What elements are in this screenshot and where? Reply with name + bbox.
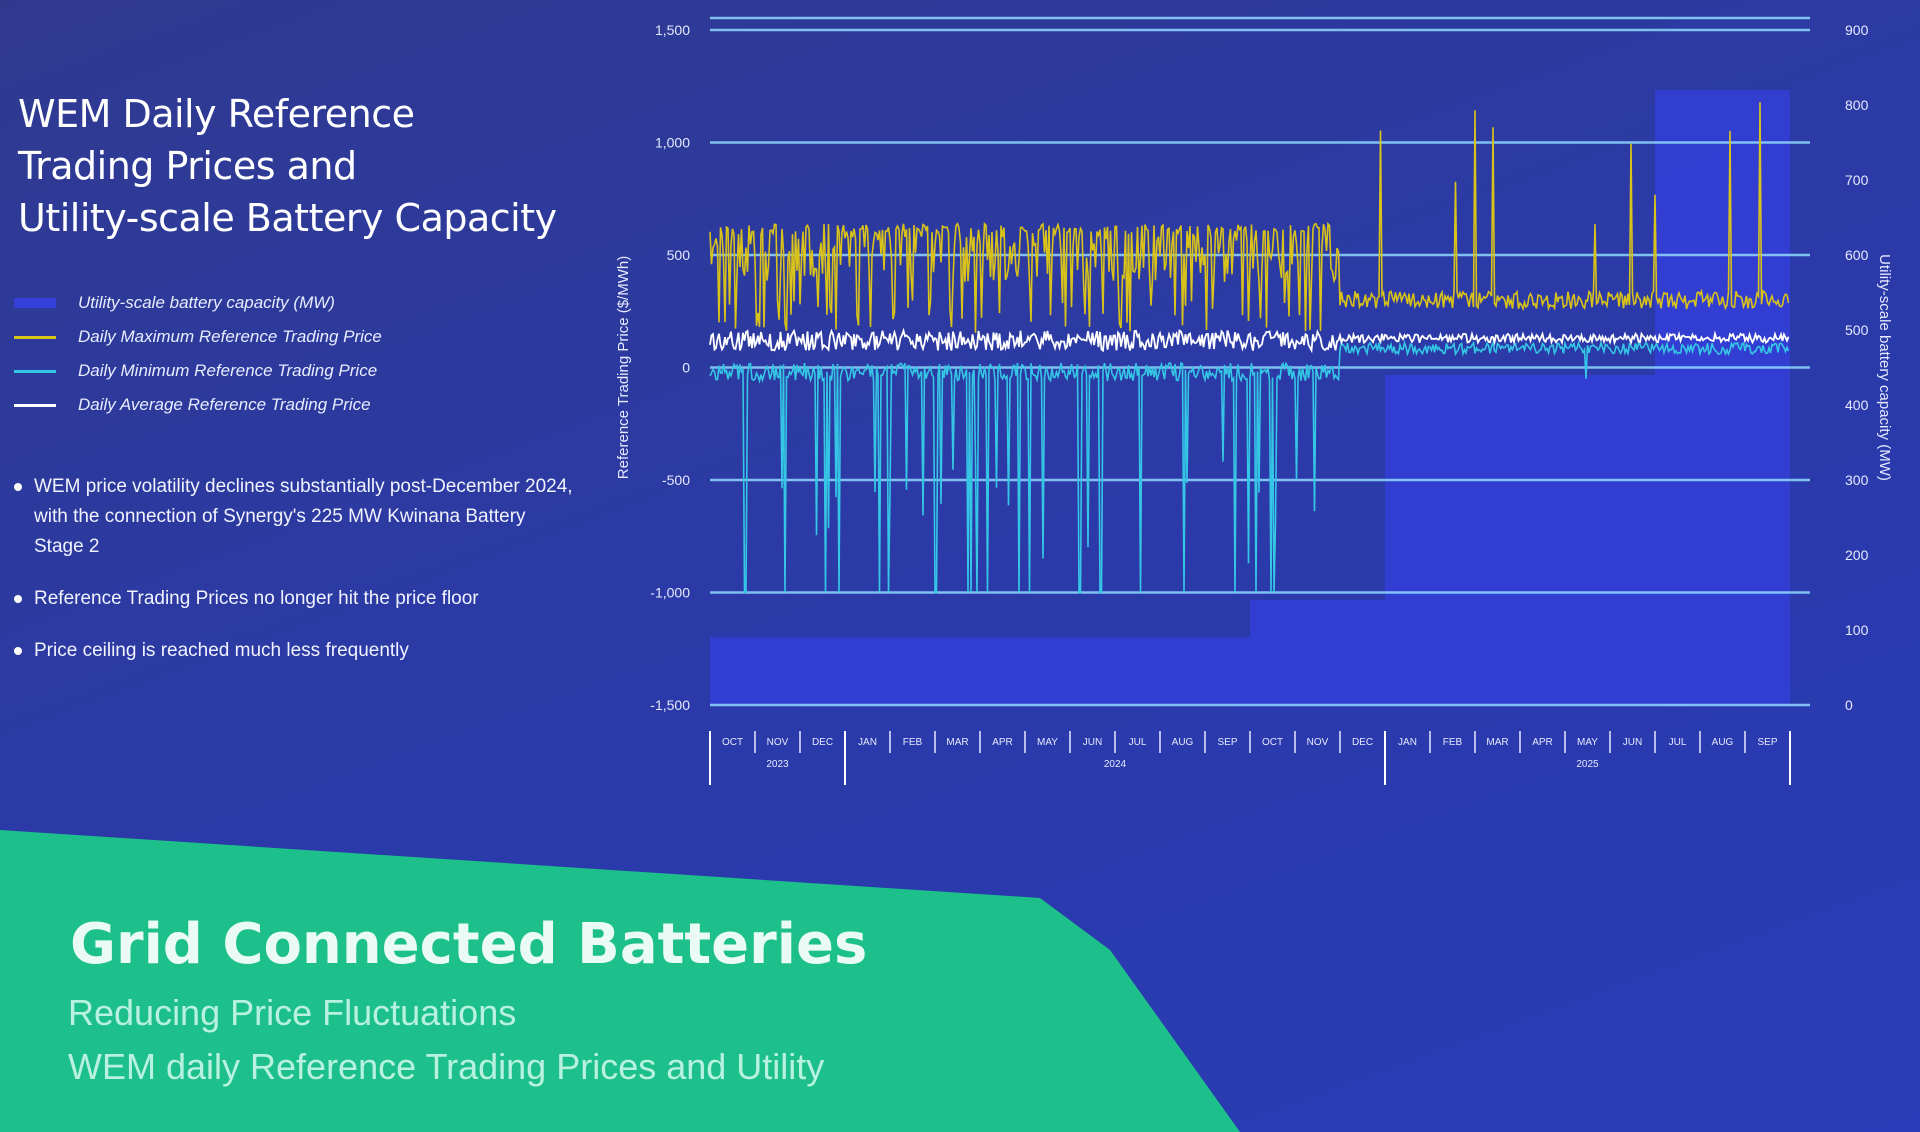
month-tick-label: APR	[992, 737, 1013, 748]
legend-item-battery-capacity: Utility-scale battery capacity (MW)	[14, 286, 574, 320]
month-tick-label: MAY	[1577, 737, 1598, 748]
month-tick-label: OCT	[1262, 737, 1283, 748]
y-tick-label: 0	[682, 360, 690, 376]
year-tick-label: 2024	[1104, 759, 1127, 770]
y2-axis-title: Utility-scale battery capacity (MW)	[1876, 254, 1893, 481]
avg-line-swatch-icon	[14, 403, 56, 407]
month-tick-label: NOV	[767, 737, 789, 748]
year-tick-label: 2023	[766, 759, 789, 770]
chart-title-line-1: WEM Daily Reference	[18, 92, 415, 136]
y2-tick-label: 900	[1845, 22, 1869, 38]
chart-title: WEM Daily Reference Trading Prices and U…	[18, 88, 578, 244]
legend-label: Daily Maximum Reference Trading Price	[78, 327, 382, 346]
y2-tick-label: 700	[1845, 172, 1869, 188]
min-line-swatch-icon	[14, 369, 56, 373]
month-tick-label: FEB	[1443, 737, 1463, 748]
legend-item-daily-max: Daily Maximum Reference Trading Price	[14, 320, 574, 354]
month-tick-label: JUL	[1669, 737, 1687, 748]
year-tick-label: 2025	[1576, 759, 1599, 770]
month-tick-label: AUG	[1172, 737, 1194, 748]
month-tick-label: DEC	[1352, 737, 1373, 748]
legend-label: Utility-scale battery capacity (MW)	[78, 293, 335, 312]
series-daily-average	[709, 327, 1790, 354]
banner-description: WEM daily Reference Trading Prices and U…	[68, 1046, 825, 1087]
y2-tick-label: 300	[1845, 472, 1869, 488]
y-tick-label: -1,000	[650, 585, 690, 601]
month-tick-label: MAY	[1037, 737, 1058, 748]
legend-label: Daily Minimum Reference Trading Price	[78, 361, 378, 380]
month-tick-label: NOV	[1307, 737, 1329, 748]
legend-item-daily-min: Daily Minimum Reference Trading Price	[14, 354, 574, 388]
max-line-swatch-icon	[14, 335, 56, 339]
month-tick-label: JUL	[1129, 737, 1147, 748]
month-tick-label: JAN	[1398, 737, 1417, 748]
key-point-price-floor: Reference Trading Prices no longer hit t…	[10, 584, 580, 614]
y2-tick-label: 800	[1845, 97, 1869, 113]
y-tick-label: 1,000	[655, 135, 690, 151]
key-points: WEM price volatility declines substantia…	[10, 472, 580, 688]
month-tick-label: JUN	[1623, 737, 1642, 748]
y2-tick-label: 400	[1845, 397, 1869, 413]
y2-tick-label: 500	[1845, 322, 1869, 338]
month-tick-label: JAN	[858, 737, 877, 748]
y-axis-title: Reference Trading Price ($/MWh)	[615, 256, 632, 479]
legend-label: Daily Average Reference Trading Price	[78, 395, 371, 414]
y2-tick-label: 200	[1845, 547, 1869, 563]
y2-tick-label: 600	[1845, 247, 1869, 263]
y2-tick-label: 100	[1845, 622, 1869, 638]
series-daily-min	[709, 339, 1790, 594]
month-tick-label: MAR	[946, 737, 968, 748]
key-point-price-ceiling: Price ceiling is reached much less frequ…	[10, 636, 580, 666]
y-tick-label: 1,500	[655, 22, 690, 38]
banner-title: Grid Connected Batteries	[70, 912, 868, 977]
legend-item-daily-average: Daily Average Reference Trading Price	[14, 388, 574, 422]
price-capacity-chart: 1,500 1,000 500 0 -500 -1,000 -1,500 900 800 700 6…	[615, 16, 1893, 785]
series-daily-max	[709, 102, 1790, 333]
chart-legend: Utility-scale battery capacity (MW) Dail…	[14, 286, 574, 422]
battery-capacity-area	[710, 90, 1790, 705]
key-point-volatility: WEM price volatility declines substantia…	[10, 472, 580, 562]
battery-area-swatch-icon	[14, 298, 56, 308]
month-tick-label: FEB	[903, 737, 923, 748]
month-tick-label: JUN	[1083, 737, 1102, 748]
y-tick-label: 500	[667, 247, 691, 263]
chart-title-line-3: Utility-scale Battery Capacity	[18, 196, 557, 240]
month-tick-label: MAR	[1486, 737, 1508, 748]
month-tick-label: AUG	[1712, 737, 1734, 748]
month-tick-label: SEP	[1757, 737, 1777, 748]
y2-tick-label: 0	[1845, 697, 1853, 713]
month-tick-label: DEC	[812, 737, 833, 748]
month-tick-label: OCT	[722, 737, 743, 748]
y-tick-label: -1,500	[650, 697, 690, 713]
banner-subtitle: Reducing Price Fluctuations	[68, 992, 517, 1033]
month-tick-label: APR	[1532, 737, 1553, 748]
chart-title-line-2: Trading Prices and	[18, 144, 357, 188]
y-tick-label: -500	[662, 472, 690, 488]
month-tick-label: SEP	[1217, 737, 1237, 748]
